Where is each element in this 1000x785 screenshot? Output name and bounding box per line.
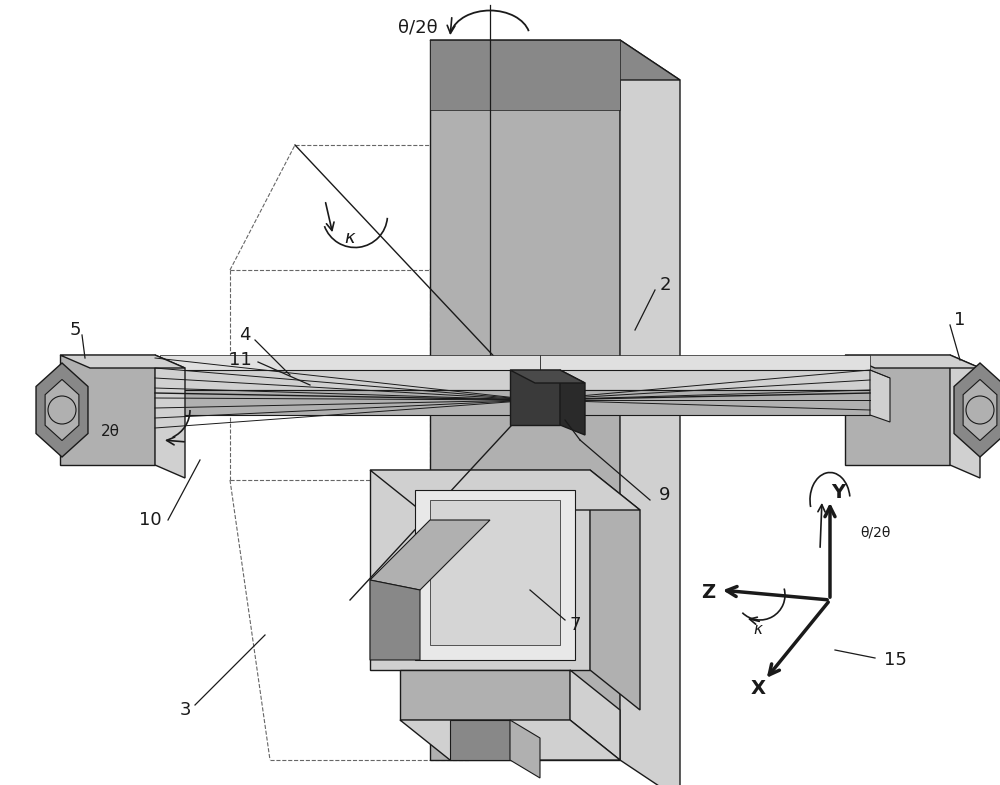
Text: 9: 9	[659, 486, 671, 504]
Polygon shape	[430, 40, 620, 760]
Polygon shape	[870, 370, 890, 378]
Text: 15: 15	[884, 651, 906, 669]
Polygon shape	[36, 363, 88, 457]
Text: 2: 2	[659, 276, 671, 294]
Polygon shape	[45, 379, 79, 440]
Polygon shape	[510, 720, 540, 778]
Polygon shape	[155, 355, 185, 478]
Polygon shape	[400, 670, 570, 720]
Polygon shape	[950, 355, 980, 478]
Polygon shape	[430, 500, 560, 645]
Text: X: X	[750, 678, 766, 698]
Polygon shape	[160, 370, 540, 390]
Polygon shape	[540, 390, 870, 415]
Text: Z: Z	[701, 582, 715, 601]
Polygon shape	[954, 363, 1000, 457]
Polygon shape	[430, 40, 620, 110]
Polygon shape	[510, 370, 585, 383]
Polygon shape	[570, 670, 620, 760]
Polygon shape	[60, 355, 185, 368]
Polygon shape	[160, 355, 540, 370]
Text: 7: 7	[569, 616, 581, 634]
Polygon shape	[540, 370, 870, 390]
Polygon shape	[963, 379, 997, 440]
Text: 5: 5	[69, 321, 81, 339]
Text: θ/2θ: θ/2θ	[398, 19, 438, 37]
Polygon shape	[870, 370, 890, 422]
Polygon shape	[430, 40, 680, 80]
Polygon shape	[400, 720, 620, 760]
Text: 4: 4	[239, 326, 251, 344]
Polygon shape	[160, 390, 540, 415]
Polygon shape	[370, 520, 490, 590]
Polygon shape	[450, 720, 510, 760]
Text: 2θ: 2θ	[100, 425, 120, 440]
Polygon shape	[590, 470, 640, 710]
Polygon shape	[620, 40, 680, 785]
Polygon shape	[540, 355, 870, 370]
Text: κ: κ	[754, 623, 763, 637]
Polygon shape	[140, 370, 160, 420]
Text: κ: κ	[345, 229, 355, 247]
Text: 10: 10	[139, 511, 161, 529]
Polygon shape	[845, 355, 950, 465]
Text: θ/2θ: θ/2θ	[860, 525, 890, 539]
Text: 1: 1	[954, 311, 966, 329]
Polygon shape	[370, 470, 640, 510]
Text: 3: 3	[179, 701, 191, 719]
Polygon shape	[415, 490, 575, 660]
Polygon shape	[370, 470, 590, 670]
Polygon shape	[560, 370, 585, 435]
Text: Y: Y	[831, 483, 845, 502]
Text: 11: 11	[229, 351, 251, 369]
Polygon shape	[370, 580, 420, 660]
Polygon shape	[510, 370, 560, 425]
Polygon shape	[845, 355, 980, 368]
Polygon shape	[60, 355, 155, 465]
